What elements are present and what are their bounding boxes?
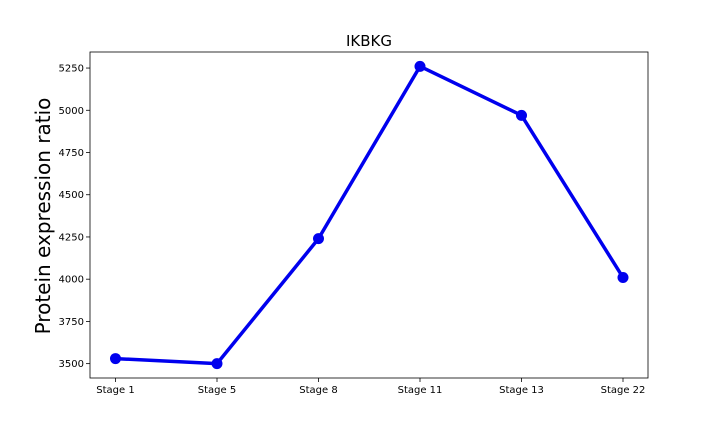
y-tick-label: 4000 — [59, 275, 84, 286]
x-tick-label: Stage 22 — [601, 385, 646, 396]
y-tick-label: 5000 — [59, 106, 84, 117]
data-point — [313, 233, 324, 245]
y-tick-label: 5250 — [59, 64, 84, 75]
chart-title: IKBKG — [346, 32, 392, 50]
data-point — [617, 271, 629, 283]
y-tick-label: 3500 — [59, 359, 84, 370]
y-axis-label: Protein expression ratio — [31, 98, 55, 335]
data-point — [211, 358, 223, 370]
plot-frame — [89, 51, 649, 379]
x-tick-label: Stage 11 — [398, 385, 443, 396]
y-tick-label: 4750 — [59, 148, 84, 159]
y-tick-label: 4250 — [59, 232, 84, 243]
data-point — [414, 60, 426, 72]
x-tick-label: Stage 8 — [299, 385, 337, 396]
x-tick-label: Stage 5 — [198, 385, 236, 396]
series-layer — [110, 60, 629, 370]
series-line — [115, 64, 625, 366]
y-axis: 3500 3750 4000 4250 4500 4750 5000 5250 — [59, 64, 90, 370]
y-tick-label: 4500 — [59, 190, 84, 201]
y-tick-label: 3750 — [59, 317, 84, 328]
x-tick-label: Stage 13 — [499, 385, 544, 396]
data-point — [516, 109, 527, 121]
x-tick-label: Stage 1 — [96, 385, 134, 396]
x-axis: Stage 1 Stage 5 Stage 8 Stage 11 Stage 13 Sta… — [96, 378, 645, 396]
data-point — [110, 353, 121, 365]
